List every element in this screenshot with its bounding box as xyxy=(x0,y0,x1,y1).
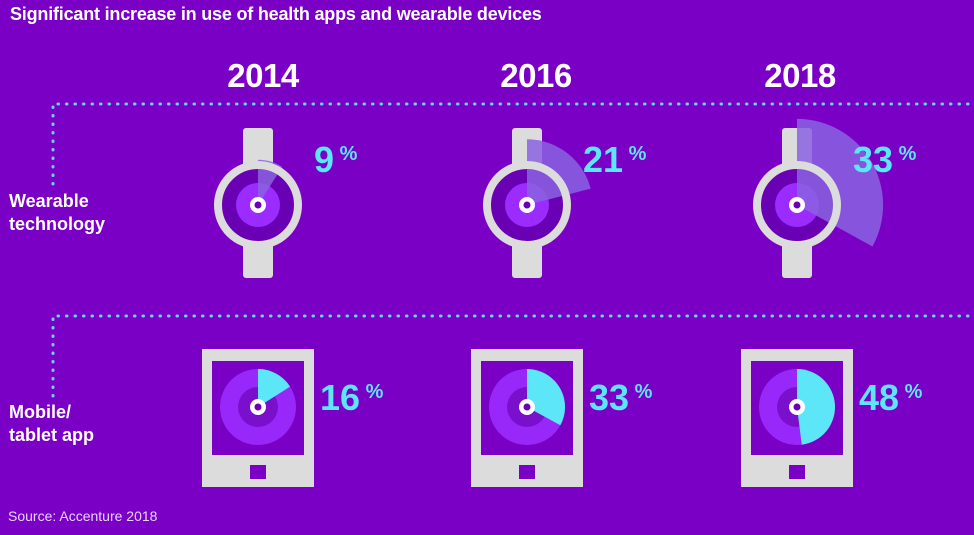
watch-bezel-2014 xyxy=(214,161,302,249)
mobile-value-2016: 33 % xyxy=(589,377,653,418)
wearable-value-2014-percent-sign: % xyxy=(334,143,358,165)
tablet-home-button-2018 xyxy=(789,465,805,479)
tablet-dot-center-2016 xyxy=(523,403,531,411)
wearable-wedge-2016 xyxy=(527,139,591,205)
year-label-2018: 2018 xyxy=(764,57,836,94)
mobile-value-2018: 48 % xyxy=(859,377,923,418)
tablet-home-button-2016 xyxy=(519,465,535,479)
mobile-wedge-2016 xyxy=(527,369,566,426)
year-label-2016: 2016 xyxy=(500,57,572,94)
tablet-dot-center-2014 xyxy=(254,403,262,411)
wearable-wedge-2018 xyxy=(797,118,884,247)
watch-dot-center-2014 xyxy=(254,201,262,209)
watch-dot-center-2018 xyxy=(793,201,801,209)
mobile-value-2016-number: 33 xyxy=(589,377,629,418)
row-label-mobile-line2: tablet app xyxy=(9,425,95,445)
wearable-value-2018: 33 % xyxy=(853,139,917,180)
mobile-wedge-2014 xyxy=(258,369,291,407)
watch-dot-center-2016 xyxy=(523,201,531,209)
wearable-value-2016: 21 % xyxy=(583,139,647,180)
mobile-value-2014-percent-sign: % xyxy=(360,381,384,403)
watch-bezel-2016 xyxy=(483,161,571,249)
mobile-value-2018-percent-sign: % xyxy=(899,381,923,403)
mobile-value-2014-number: 16 xyxy=(320,377,360,418)
wearable-value-2014-number: 9 xyxy=(314,139,334,180)
row-label-mobile: Mobile/ tablet app xyxy=(9,401,94,447)
wearable-value-2018-percent-sign: % xyxy=(893,143,917,165)
row-label-wearable-line2: technology xyxy=(9,214,106,234)
tablet-dot-center-2018 xyxy=(793,403,801,411)
source-note: Source: Accenture 2018 xyxy=(8,508,158,524)
year-label-2014: 2014 xyxy=(227,57,299,94)
mobile-value-2018-number: 48 xyxy=(859,377,899,418)
wearable-value-2016-number: 21 xyxy=(583,139,623,180)
tablet-frame-2018 xyxy=(741,349,853,487)
mobile-value-2014: 16 % xyxy=(320,377,384,418)
row-label-wearable: Wearable technology xyxy=(9,190,105,236)
tablet-frame-2014 xyxy=(202,349,314,487)
watch-bezel-2018 xyxy=(753,161,841,249)
mobile-value-2016-percent-sign: % xyxy=(629,381,653,403)
row-label-mobile-line1: Mobile/ xyxy=(9,402,71,422)
wearable-value-2014: 9 % xyxy=(314,139,358,180)
row-label-wearable-line1: Wearable xyxy=(9,191,89,211)
mobile-wedge-2018 xyxy=(797,369,835,445)
wearable-value-2016-percent-sign: % xyxy=(623,143,647,165)
tablet-home-button-2014 xyxy=(250,465,266,479)
tablet-frame-2016 xyxy=(471,349,583,487)
page-title: Significant increase in use of health ap… xyxy=(10,4,542,24)
wearable-value-2018-number: 33 xyxy=(853,139,893,180)
